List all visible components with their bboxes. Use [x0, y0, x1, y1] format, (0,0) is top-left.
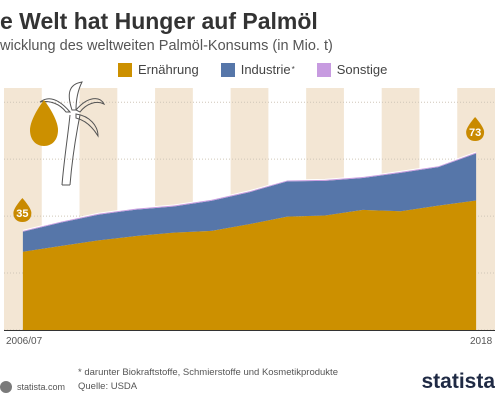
end-value-label-shape [466, 117, 485, 141]
palm-tree-icon [39, 81, 106, 186]
footnote: * darunter Biokraftstoffe, Schmierstoffe… [78, 367, 338, 378]
series-area-ernährung [22, 200, 477, 330]
legend-label-ernaehrung: Ernährung [138, 62, 199, 77]
chart-areas [4, 151, 495, 331]
legend-swatch-industrie [220, 62, 235, 77]
start-value-label-shape [13, 198, 32, 222]
end-value-label-text: 73 [469, 127, 481, 139]
statista-credit: statista.com [0, 381, 65, 393]
legend: Ernährung Industrie * Sonstige [118, 62, 409, 77]
statista-logo[interactable]: statista [421, 370, 495, 393]
series-area-sonstige [22, 152, 477, 232]
statista-small-brand: statista.com [17, 382, 66, 392]
legend-item-industrie: Industrie * [220, 62, 295, 77]
legend-swatch-sonstige [316, 62, 331, 77]
legend-footnote-marker: * [291, 65, 295, 74]
chart-decoration [30, 81, 106, 186]
cc-icon [0, 381, 12, 393]
start-value-label: 35 [13, 198, 32, 222]
page-title: e Welt hat Hunger auf Palmöl [0, 8, 318, 34]
x-tick-label-end: 2018 [470, 336, 493, 347]
start-value-label-text: 35 [16, 208, 28, 220]
series-area-industrie [22, 153, 477, 252]
page-subtitle: wicklung des weltweiten Palmöl-Konsums (… [0, 38, 333, 54]
x-tick-label-start: 2006/07 [6, 336, 43, 347]
legend-item-sonstige: Sonstige [316, 62, 388, 77]
legend-item-ernaehrung: Ernährung [118, 62, 199, 77]
legend-label-sonstige: Sonstige [336, 62, 388, 77]
oil-drop-icon [30, 100, 58, 146]
source: Quelle: USDA [78, 381, 138, 392]
series-top-outline [22, 151, 477, 231]
legend-swatch-ernaehrung [118, 62, 132, 77]
end-value-label: 73 [466, 117, 485, 141]
legend-label-industrie: Industrie [240, 62, 291, 77]
chart-labels: 35 73 2006/07 2018 [6, 117, 493, 347]
